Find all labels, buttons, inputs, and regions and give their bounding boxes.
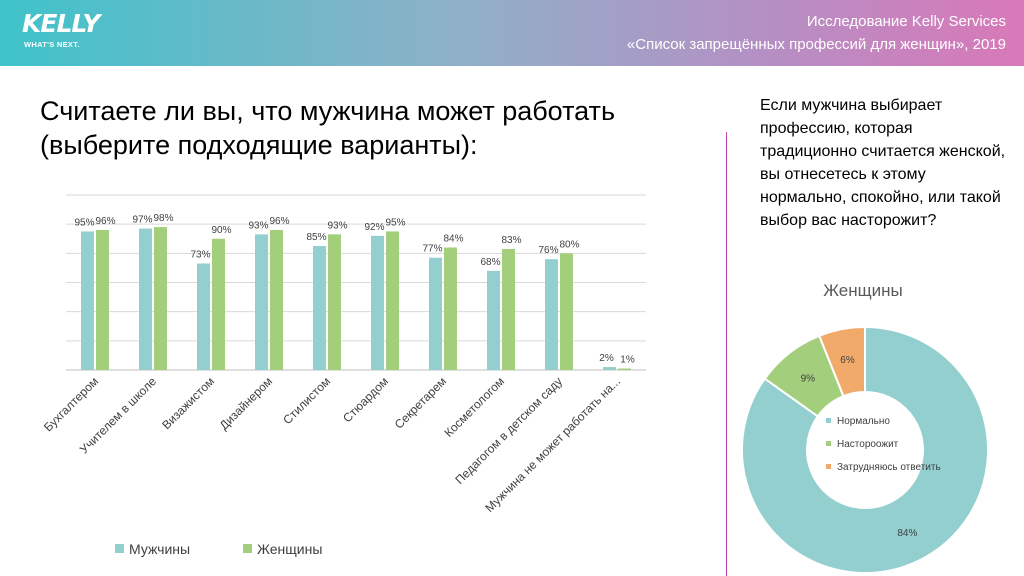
bar-men (139, 228, 152, 370)
bar-men (429, 257, 442, 370)
bar-value-label: 95% (385, 217, 405, 228)
bar-men (255, 234, 268, 370)
bar-women (618, 368, 631, 370)
bar-value-label: 2% (599, 353, 614, 364)
donut-slice (817, 325, 866, 398)
bar-women (444, 247, 457, 370)
bar-value-label: 93% (327, 220, 347, 231)
bar-women (96, 230, 109, 370)
bar-value-label: 83% (501, 235, 521, 246)
legend-label-men: Мужчины (129, 541, 191, 557)
donut-legend-label: Затрудняюсь ответить (837, 462, 941, 473)
category-label: Визажистом (159, 374, 217, 432)
bar-women (386, 231, 399, 370)
bar-value-label: 96% (269, 216, 289, 227)
bar-value-label: 77% (422, 244, 442, 255)
donut-slice (763, 334, 845, 418)
header-banner: KELLY WHAT'S NEXT. Исследование Kelly Se… (0, 0, 1024, 66)
legend-item-women: Женщины (243, 541, 322, 557)
bar-value-label: 93% (248, 220, 268, 231)
donut-legend-label: Нормально (837, 416, 890, 427)
logo-tagline: WHAT'S NEXT. (24, 40, 80, 49)
header-line-1: Исследование Kelly Services (806, 13, 1006, 30)
legend-swatch-women (243, 544, 252, 553)
category-label: Стюардом (340, 374, 391, 425)
bar-value-label: 80% (559, 239, 579, 250)
bar-value-label: 95% (74, 217, 94, 228)
side-question: Если мужчина выбирает профессию, которая… (760, 97, 1006, 229)
vertical-divider (726, 132, 727, 576)
bar-men (545, 259, 558, 370)
bar-men (313, 246, 326, 370)
legend-label-women: Женщины (257, 541, 323, 557)
bar-value-label: 76% (538, 245, 558, 256)
donut-legend-swatch (826, 441, 831, 446)
category-label: Бухгалтером (41, 374, 101, 434)
category-label: Педагогом в детском саду (452, 374, 565, 487)
donut-value-label: 9% (801, 373, 816, 384)
page-title: Считаете ли вы, что мужчина может работа… (40, 96, 616, 160)
bar-women (212, 238, 225, 370)
bar-men (197, 263, 210, 370)
donut-value-label: 84% (897, 528, 917, 539)
bar-men (487, 270, 500, 370)
bar-women (502, 248, 515, 370)
header-study-title: Исследование Kelly Services «Список запр… (627, 10, 1006, 56)
category-label: Секретарем (392, 374, 449, 431)
bar-men (81, 231, 94, 370)
bar-value-label: 85% (306, 232, 326, 243)
bar-value-label: 96% (95, 216, 115, 227)
donut-title: Женщины (823, 281, 902, 300)
donut-value-label: 6% (840, 355, 855, 366)
donut-legend-swatch (826, 418, 831, 423)
category-label: Косметологом (441, 374, 507, 440)
bar-men (603, 367, 616, 370)
bar-women (154, 227, 167, 370)
logo-wordmark: KELLY (22, 9, 101, 38)
bar-value-label: 97% (132, 215, 152, 226)
legend-item-men: Мужчины (115, 541, 190, 557)
bar-women (270, 230, 283, 370)
bar-value-label: 1% (620, 355, 635, 366)
bar-chart: 95% 96% 97% 98%73%90% 93% 96%85%93% 92% 95%77%8… (41, 194, 646, 515)
donut-slice (741, 325, 989, 574)
donut-legend-swatch (826, 464, 831, 469)
bar-value-label: 68% (480, 257, 500, 268)
bar-women (328, 234, 341, 370)
bar-value-label: 90% (211, 225, 231, 236)
donut-legend-label: Настороожит (837, 439, 899, 450)
category-label: Стилистом (280, 374, 333, 427)
bar-men (371, 235, 384, 370)
bar-value-label: 73% (190, 250, 210, 261)
bar-value-label: 84% (443, 234, 463, 245)
bar-value-label: 92% (364, 222, 384, 233)
bar-women (560, 253, 573, 370)
kelly-logo: KELLY WHAT'S NEXT. (22, 9, 101, 50)
header-line-2: «Список запрещённых профессий для женщин… (626, 36, 1006, 53)
legend-swatch-men (115, 544, 124, 553)
category-label: Дизайнером (217, 374, 275, 432)
bar-value-label: 98% (153, 213, 173, 224)
